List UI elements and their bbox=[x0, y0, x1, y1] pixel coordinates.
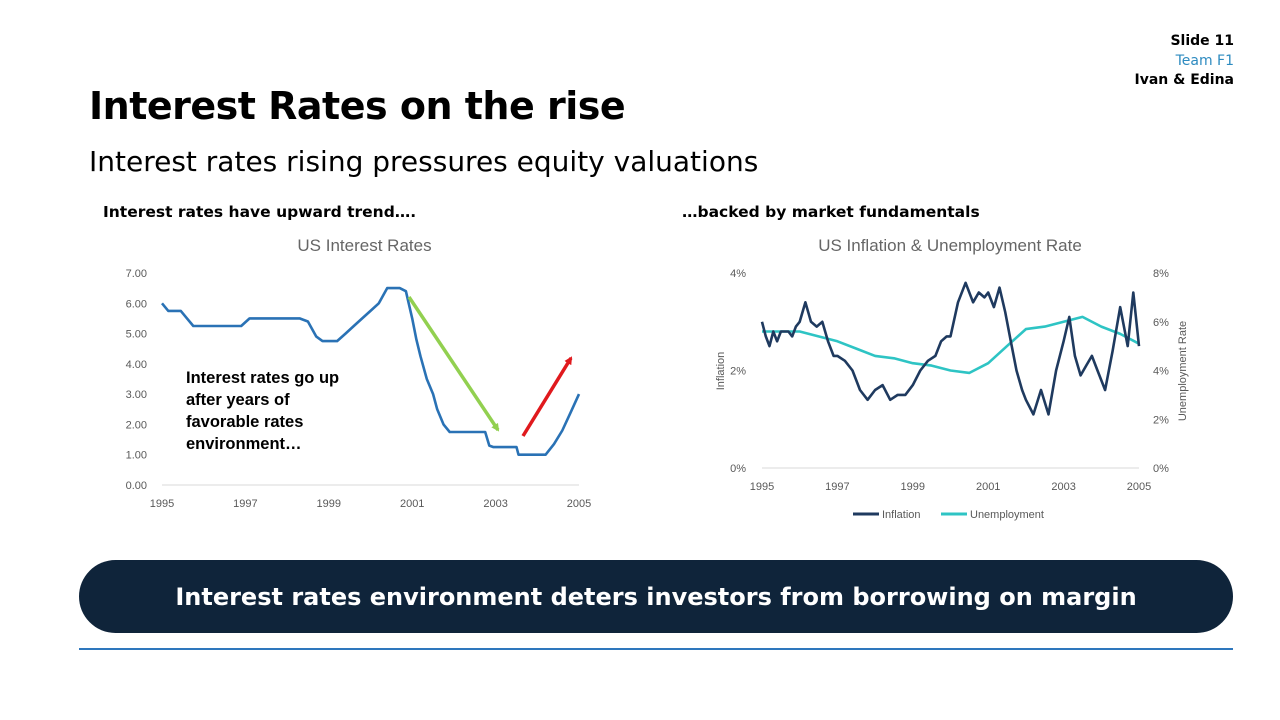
x-tick-label: 1997 bbox=[825, 481, 849, 493]
inflation-line bbox=[760, 281, 1141, 416]
x-tick-label: 1999 bbox=[317, 498, 341, 510]
y-tick-label: 7.00 bbox=[126, 268, 147, 280]
y2-tick-label: 4% bbox=[1153, 366, 1169, 378]
unemployment-line bbox=[762, 315, 1140, 375]
up-trend-arrow bbox=[521, 356, 573, 437]
x-tick-label: 2003 bbox=[1051, 481, 1075, 493]
y-tick-label: 2.00 bbox=[126, 419, 147, 431]
y2-tick-label: 8% bbox=[1153, 268, 1169, 280]
y-tick-label: 1.00 bbox=[126, 450, 147, 462]
x-tick-label: 2003 bbox=[483, 498, 507, 510]
legend-label-inflation: Inflation bbox=[882, 509, 921, 521]
slide-meta: Slide 11 Team F1 Ivan & Edina bbox=[1134, 32, 1234, 91]
y2-tick-label: 0% bbox=[1153, 463, 1169, 475]
y-tick-label: 3.00 bbox=[126, 389, 147, 401]
y-tick-label: 6.00 bbox=[126, 298, 147, 310]
y-tick-label: 5.00 bbox=[126, 329, 147, 341]
x-tick-label: 2005 bbox=[567, 498, 591, 510]
banner-text: Interest rates environment deters invest… bbox=[175, 582, 1137, 611]
x-tick-label: 2001 bbox=[400, 498, 424, 510]
y-tick-label: 0% bbox=[730, 463, 746, 475]
y-tick-label: 0.00 bbox=[126, 480, 147, 492]
chart-annotation: Interest rates go up after years of favora… bbox=[186, 369, 339, 453]
left-chart-caption: Interest rates have upward trend…. bbox=[103, 203, 417, 221]
x-tick-label: 1995 bbox=[150, 498, 174, 510]
rate-line bbox=[160, 286, 581, 456]
y-axis-label: Inflation bbox=[715, 352, 727, 391]
y2-tick-label: 6% bbox=[1153, 317, 1169, 329]
right-chart-caption: …backed by market fundamentals bbox=[682, 203, 980, 221]
bottom-rule bbox=[79, 648, 1233, 650]
chart-title: US Interest Rates bbox=[297, 236, 431, 255]
x-tick-label: 2001 bbox=[976, 481, 1000, 493]
conclusion-banner: Interest rates environment deters invest… bbox=[79, 560, 1233, 633]
authors: Ivan & Edina bbox=[1134, 72, 1234, 88]
y-tick-label: 2% bbox=[730, 366, 746, 378]
y-tick-label: 4.00 bbox=[126, 359, 147, 371]
x-tick-label: 2005 bbox=[1127, 481, 1151, 493]
y-tick-label: 4% bbox=[730, 268, 746, 280]
y2-tick-label: 2% bbox=[1153, 414, 1169, 426]
down-trend-arrow bbox=[407, 296, 500, 432]
x-tick-label: 1997 bbox=[233, 498, 257, 510]
y2-axis-label: Unemployment Rate bbox=[1177, 321, 1189, 421]
slide-title: Interest Rates on the rise bbox=[89, 84, 626, 128]
chart-title: US Inflation & Unemployment Rate bbox=[818, 236, 1082, 255]
x-tick-label: 1995 bbox=[750, 481, 774, 493]
slide-number: Slide 11 bbox=[1170, 33, 1234, 49]
legend-label-unemployment: Unemployment bbox=[970, 509, 1044, 521]
slide-subtitle: Interest rates rising pressures equity v… bbox=[89, 145, 759, 178]
x-tick-label: 1999 bbox=[901, 481, 925, 493]
team-name: Team F1 bbox=[1175, 52, 1234, 69]
